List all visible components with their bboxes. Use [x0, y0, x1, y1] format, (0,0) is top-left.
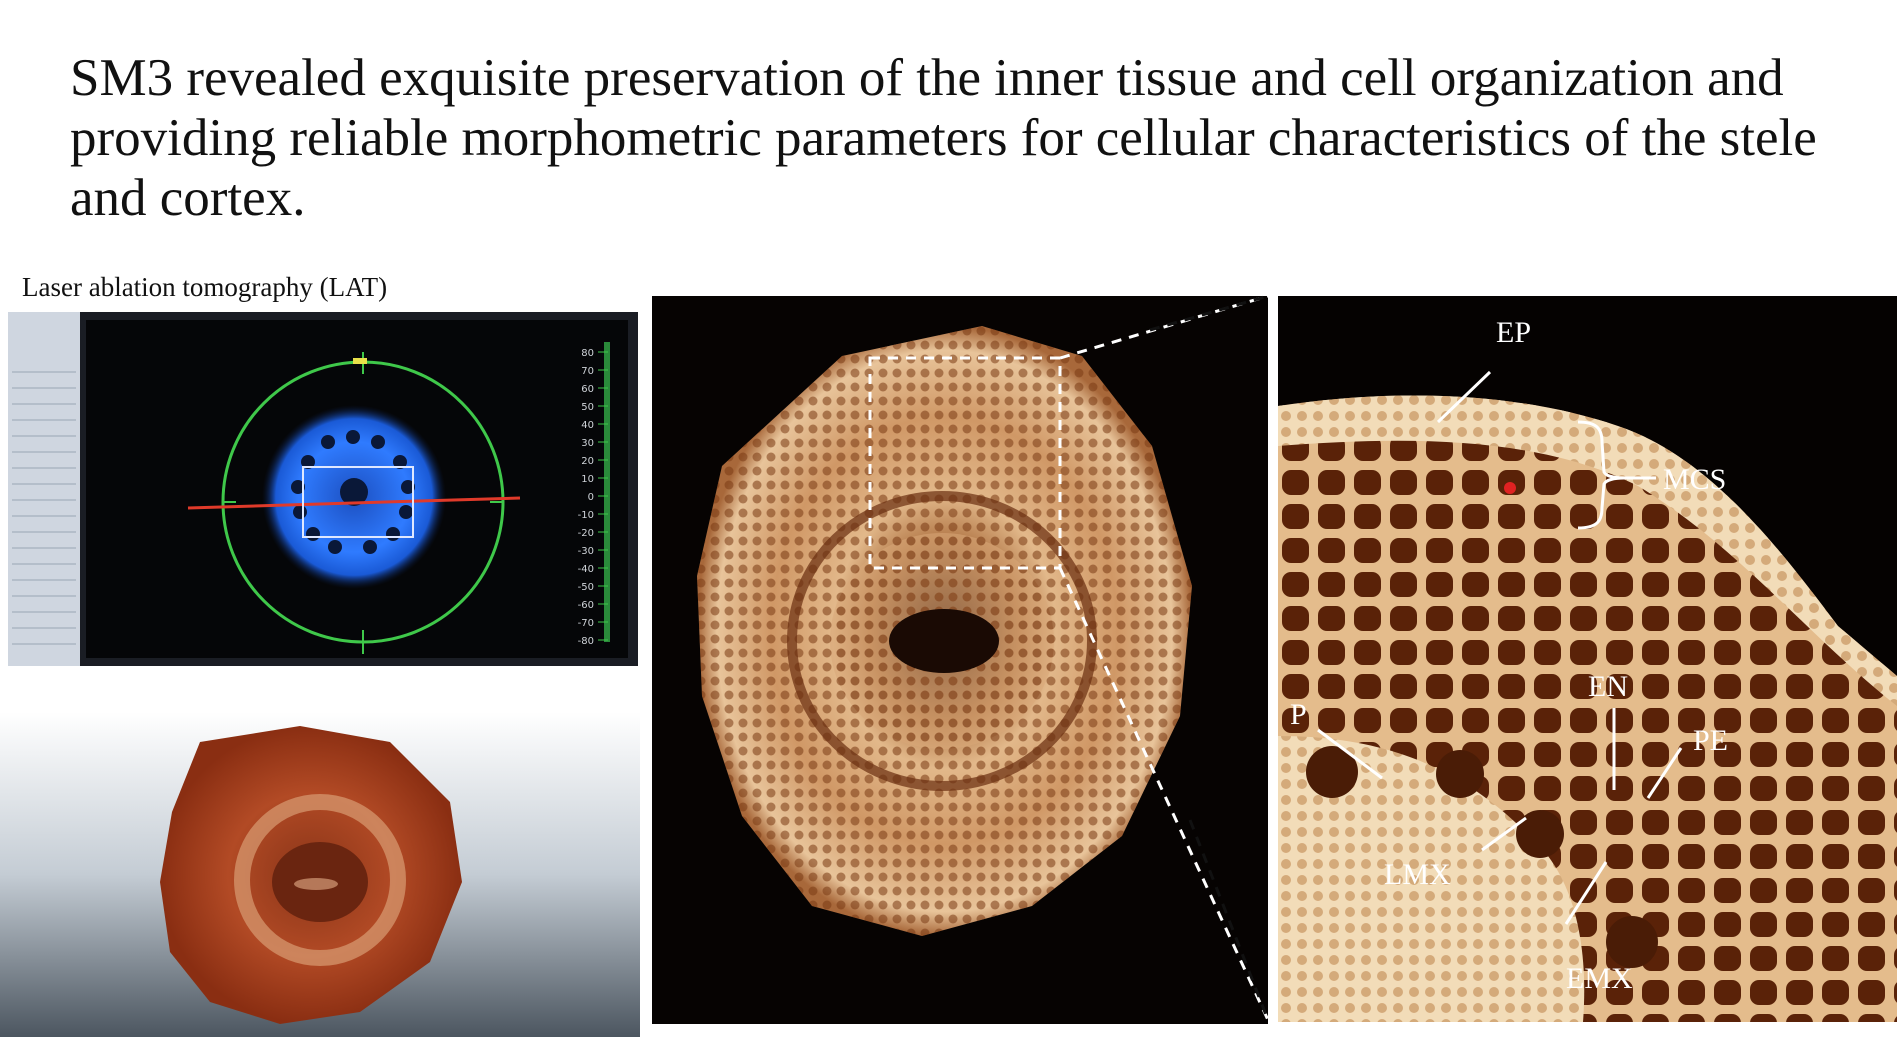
label-pe: PE: [1693, 724, 1728, 757]
scale-tick: 80: [581, 348, 594, 359]
scale-tick: 50: [581, 402, 594, 413]
scale-tick: 30: [581, 438, 594, 449]
label-ep: EP: [1496, 316, 1531, 349]
lat-instrument-screen: 80 70 60 50 40 30 20 10 0 -10 -20 -30 -4…: [8, 312, 638, 666]
scale-tick: 60: [581, 384, 594, 395]
scale-tick: -10: [578, 510, 594, 521]
lat-caption: Laser ablation tomography (LAT): [22, 272, 388, 302]
label-p: P: [1290, 698, 1307, 731]
slide-title: SM3 revealed exquisite preservation of t…: [70, 49, 1817, 227]
label-lmx: LMX: [1384, 858, 1451, 891]
scale-tick: -80: [578, 636, 594, 647]
scale-tick: -50: [578, 582, 594, 593]
scale-tick: 20: [581, 456, 594, 467]
label-emx: EMX: [1566, 962, 1633, 995]
root-cross-section-image: [652, 296, 1268, 1024]
zoomed-tissue-image: EP MCS EN P PE LMX EMX: [1278, 296, 1897, 1022]
scale-tick: 40: [581, 420, 594, 431]
scale-tick: -30: [578, 546, 594, 557]
scale-tick: 10: [581, 474, 594, 485]
scale-tick: -40: [578, 564, 594, 575]
scale-tick: -20: [578, 528, 594, 539]
label-en: EN: [1588, 670, 1628, 703]
scale-tick: 0: [588, 492, 594, 503]
label-mcs: MCS: [1663, 463, 1726, 496]
root-3d-render: [0, 712, 640, 1037]
scale-tick: -70: [578, 618, 594, 629]
scale-tick: -60: [578, 600, 594, 611]
scale-tick: 70: [581, 366, 594, 377]
